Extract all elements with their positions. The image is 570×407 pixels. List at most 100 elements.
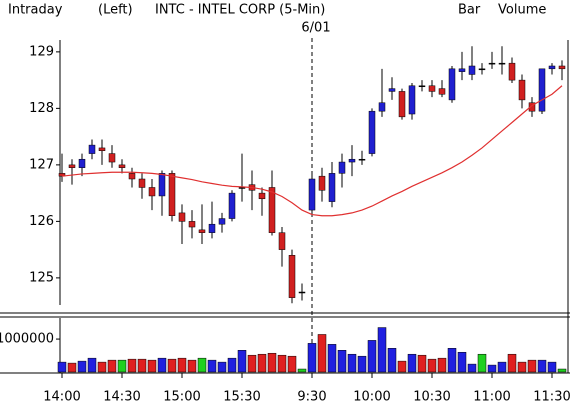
volume-bar	[227, 357, 237, 373]
y-tick-label: 127	[29, 157, 54, 172]
candle-body	[508, 62, 516, 81]
volume-bar	[417, 354, 427, 373]
volume-bar	[267, 352, 277, 373]
volume-bar	[297, 368, 307, 373]
volume-bar	[487, 364, 497, 373]
x-tick-label: 14:00	[43, 390, 80, 405]
candle-body	[308, 178, 316, 211]
volume-bar	[157, 357, 167, 373]
chart-title: INTC - INTEL CORP (5-Min)	[155, 3, 325, 18]
volume-bar	[117, 359, 127, 373]
candle-body	[538, 68, 546, 112]
volume-bar	[207, 359, 217, 373]
header-mode: (Left)	[98, 3, 133, 18]
volume-bar	[257, 353, 267, 373]
volume-bar	[547, 361, 557, 373]
y-tick-label: 129	[29, 44, 54, 59]
volume-bar	[387, 348, 397, 373]
candle-body	[348, 158, 356, 163]
candle-body	[228, 192, 236, 219]
candle-body	[268, 187, 276, 233]
x-tick-label: 15:30	[223, 390, 260, 405]
candle-body	[488, 62, 496, 65]
volume-bar	[427, 358, 437, 373]
volume-bar	[347, 353, 357, 373]
volume-bar	[367, 340, 377, 373]
candle-body	[448, 68, 456, 101]
candle-body	[328, 173, 336, 202]
volume-bar	[447, 348, 457, 373]
candle-body	[468, 65, 476, 75]
candle-body	[278, 232, 286, 250]
candle-body	[338, 161, 346, 174]
volume-bar	[337, 350, 347, 373]
volume-bar	[527, 359, 537, 373]
volume-bar	[327, 344, 337, 373]
candle-body	[88, 144, 96, 154]
volume-bar	[147, 359, 157, 373]
candle-body	[78, 158, 86, 168]
candle-body	[178, 212, 186, 222]
candle-body	[478, 68, 486, 71]
candle-body	[318, 175, 326, 191]
candle-body	[528, 102, 536, 112]
volume-bar	[187, 359, 197, 373]
volume-bar	[537, 359, 547, 373]
candle-body	[548, 65, 556, 70]
candle-body	[218, 218, 226, 225]
candle-body	[98, 147, 106, 151]
candle-body	[358, 158, 366, 161]
y-tick-label: 125	[29, 270, 54, 285]
candle-body	[118, 164, 126, 168]
candle-body	[148, 187, 156, 197]
candle-body	[388, 88, 396, 92]
y-tick-label: 126	[29, 214, 54, 229]
volume-bar	[557, 368, 567, 373]
volume-bar	[357, 355, 367, 373]
candle-body	[188, 221, 196, 228]
volume-bar	[97, 361, 107, 373]
candle-body	[428, 85, 436, 92]
volume-bar	[77, 360, 87, 373]
volume-bar	[397, 360, 407, 373]
volume-bar	[67, 362, 77, 373]
volume-bar	[277, 354, 287, 373]
candle-body	[288, 255, 296, 298]
volume-bar	[197, 357, 207, 373]
volume-bar	[317, 334, 327, 373]
volume-bar	[247, 354, 257, 373]
x-tick-label: 11:00	[473, 390, 510, 405]
volume-bar	[307, 343, 317, 373]
volume-bar	[507, 353, 517, 373]
x-tick-label: 10:00	[353, 390, 390, 405]
header-right: Bar	[458, 3, 481, 18]
volume-bar	[107, 359, 117, 373]
volume-bar	[467, 363, 477, 373]
candle-body	[158, 173, 166, 197]
volume-bar	[57, 361, 67, 373]
candle-body	[208, 223, 216, 233]
volume-bar	[177, 357, 187, 373]
volume-bar	[437, 357, 447, 373]
volume-bar	[477, 353, 487, 373]
volume-bar	[87, 357, 97, 373]
moving-average	[61, 85, 563, 217]
candle-body	[108, 153, 116, 163]
volume-bar	[237, 350, 247, 373]
x-tick-label: 10:30	[413, 390, 450, 405]
volume-bar	[517, 361, 527, 373]
candle-body	[198, 229, 206, 233]
x-tick-label: 15:00	[163, 390, 200, 405]
volume-bar	[407, 353, 417, 373]
candle-body	[298, 291, 306, 294]
candle-body	[418, 85, 426, 88]
candle-body	[438, 88, 446, 95]
candle-body	[258, 192, 266, 200]
candle-body	[518, 79, 526, 101]
x-tick-label: 14:30	[103, 390, 140, 405]
volume-bar	[137, 358, 147, 373]
x-tick-label: 11:30	[533, 390, 570, 405]
volume-label: Volume	[498, 3, 546, 18]
volume-bar	[457, 351, 467, 373]
